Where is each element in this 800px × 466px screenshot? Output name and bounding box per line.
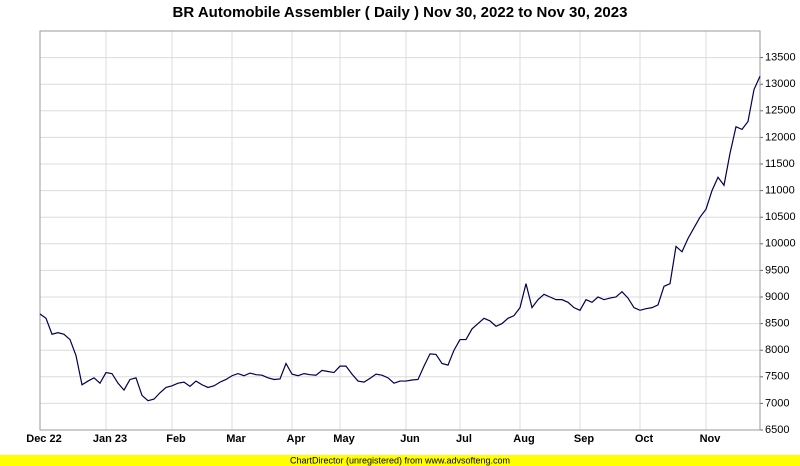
x-tick-label: Mar: [226, 433, 246, 445]
y-tick-label: 11500: [765, 158, 795, 170]
x-tick-label: Jan 23: [93, 433, 127, 445]
price-line: [39, 75, 761, 402]
y-tick-label: 13500: [765, 52, 796, 64]
plot-border: [39, 30, 761, 431]
plot-area: [39, 30, 761, 431]
y-tick-label: 10500: [765, 211, 796, 223]
x-tick-label: Nov: [700, 433, 722, 445]
x-tick-label: Sep: [574, 433, 594, 445]
x-tick-label: Apr: [287, 433, 307, 445]
y-tick-label: 9500: [765, 264, 789, 276]
x-tick-label: Dec 22: [26, 433, 61, 445]
y-tick-label: 6500: [765, 424, 789, 436]
y-tick-label: 12000: [765, 131, 796, 143]
footer-bar: [0, 455, 800, 466]
x-tick-label: Aug: [513, 433, 534, 445]
x-tick-label: May: [333, 433, 355, 445]
y-tick-label: 9000: [765, 291, 789, 303]
y-tick-label: 8000: [765, 344, 789, 356]
y-tick-label: 7500: [765, 371, 789, 383]
x-tick-label: Jul: [456, 433, 472, 445]
y-tick-label: 7000: [765, 397, 789, 409]
y-tick-label: 8500: [765, 318, 789, 330]
x-tick-label: Jun: [400, 433, 420, 445]
x-tick-label: Oct: [635, 433, 654, 445]
y-tick-label: 11000: [765, 185, 795, 197]
y-tick-label: 12500: [765, 105, 796, 117]
chart-title: BR Automobile Assembler ( Daily ) Nov 30…: [173, 4, 628, 21]
y-tick-label: 10000: [765, 238, 796, 250]
footer: ChartDirector (unregistered) from www.ad…: [290, 455, 510, 465]
x-tick-label: Feb: [166, 433, 186, 445]
y-tick-label: 13000: [765, 78, 796, 90]
